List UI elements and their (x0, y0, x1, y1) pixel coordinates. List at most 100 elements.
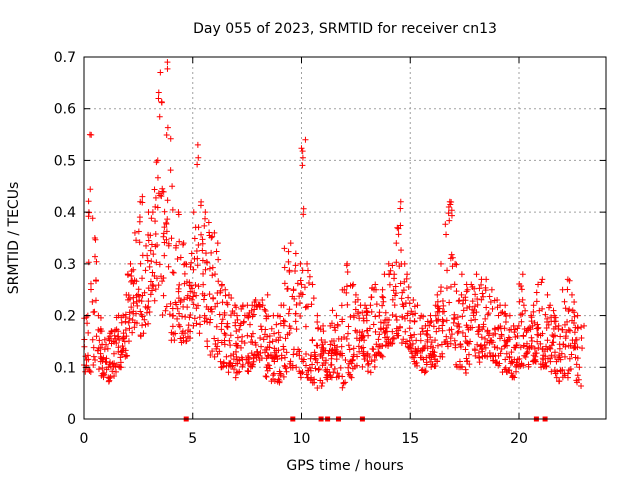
data-point (366, 325, 373, 332)
data-point (424, 318, 431, 325)
data-point (94, 347, 101, 354)
data-point (156, 113, 163, 120)
data-point (233, 353, 240, 360)
data-point (193, 247, 200, 254)
data-point (232, 374, 239, 381)
data-point (462, 369, 469, 376)
data-point (262, 373, 269, 380)
data-point (160, 275, 167, 282)
data-point (144, 257, 151, 264)
data-point (462, 333, 469, 340)
data-point (544, 315, 551, 322)
data-point (216, 348, 223, 355)
data-point (297, 277, 304, 284)
data-point (495, 324, 502, 331)
data-point (556, 345, 563, 352)
data-point (353, 362, 360, 369)
data-point (365, 361, 372, 368)
data-point (169, 323, 176, 330)
data-point (443, 317, 450, 324)
data-point (136, 218, 143, 225)
data-point (100, 371, 107, 378)
data-point (287, 364, 294, 371)
data-point (352, 299, 359, 306)
data-point (543, 324, 550, 331)
data-point (152, 203, 159, 210)
data-point (195, 242, 202, 249)
data-point (561, 298, 568, 305)
data-point (490, 331, 497, 338)
data-point (344, 301, 351, 308)
data-point (292, 262, 299, 269)
data-point (90, 309, 97, 316)
data-point (113, 340, 120, 347)
data-point (183, 337, 190, 344)
data-point (345, 323, 352, 330)
data-point (172, 330, 179, 337)
data-point (159, 278, 166, 285)
data-point (476, 285, 483, 292)
data-point (537, 340, 544, 347)
data-point (322, 339, 329, 346)
data-point (264, 361, 271, 368)
data-point (155, 282, 162, 289)
data-point (455, 320, 462, 327)
data-point (248, 350, 255, 357)
data-point (430, 323, 437, 330)
data-point (490, 357, 497, 364)
data-point (280, 373, 287, 380)
data-point (118, 319, 125, 326)
data-point (402, 328, 409, 335)
data-point (502, 302, 509, 309)
data-point (427, 334, 434, 341)
data-point (352, 291, 359, 298)
data-point (408, 308, 415, 315)
data-point (272, 352, 279, 359)
data-point (432, 337, 439, 344)
data-point (85, 329, 92, 336)
data-point (487, 299, 494, 306)
data-point (133, 237, 140, 244)
data-point (139, 322, 146, 329)
data-point (209, 233, 216, 240)
data-point (149, 287, 156, 294)
data-point (271, 358, 278, 365)
data-point (293, 301, 300, 308)
data-point (529, 322, 536, 329)
data-point (290, 287, 297, 294)
data-point (302, 362, 309, 369)
data-point (551, 349, 558, 356)
data-point (204, 343, 211, 350)
data-point (539, 346, 546, 353)
data-point (309, 379, 316, 386)
data-point (427, 312, 434, 319)
data-point (519, 296, 526, 303)
data-point (181, 296, 188, 303)
data-point (352, 327, 359, 334)
data-point (535, 344, 542, 351)
data-point (164, 197, 171, 204)
data-point (202, 266, 209, 273)
data-point (387, 267, 394, 274)
data-point (320, 328, 327, 335)
data-point (568, 351, 575, 358)
data-point (480, 323, 487, 330)
data-point (227, 332, 234, 339)
data-point (385, 316, 392, 323)
data-point (446, 217, 453, 224)
data-point (520, 302, 527, 309)
data-point (426, 322, 433, 329)
data-point (528, 342, 535, 349)
data-point (130, 300, 137, 307)
data-point (566, 306, 573, 313)
data-point (439, 327, 446, 334)
data-point (95, 345, 102, 352)
data-point (296, 352, 303, 359)
data-point (478, 334, 485, 341)
data-point (194, 302, 201, 309)
data-point (564, 286, 571, 293)
data-point (273, 347, 280, 354)
data-point (237, 344, 244, 351)
data-point (202, 250, 209, 257)
